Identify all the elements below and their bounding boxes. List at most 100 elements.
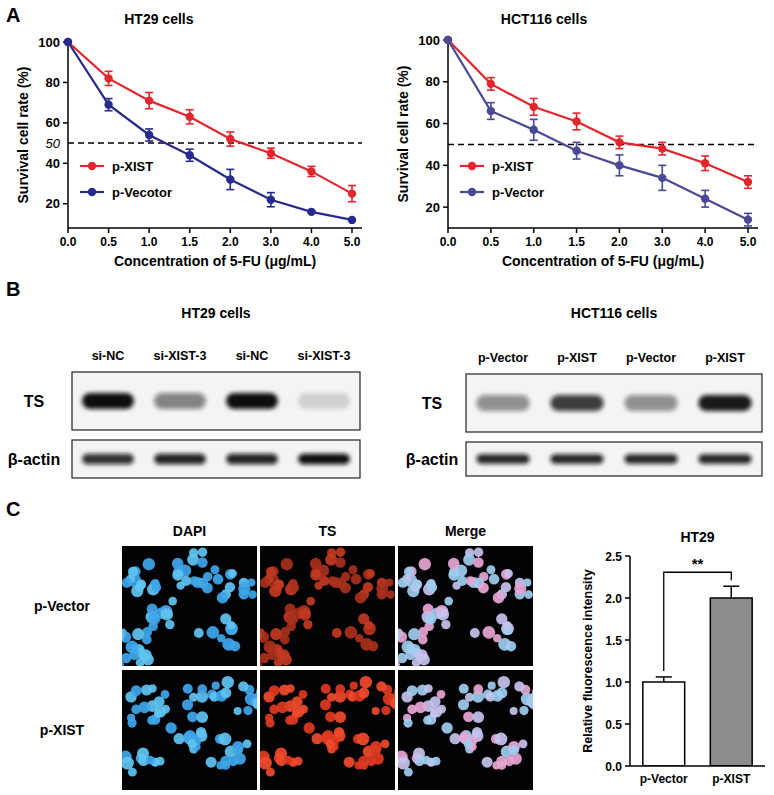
- y-tick-label: 100: [38, 35, 60, 50]
- cell: [321, 684, 331, 694]
- cell: [412, 579, 422, 589]
- cell: [198, 547, 207, 556]
- cell: [495, 733, 508, 746]
- plot-area: [444, 36, 752, 226]
- cell: [196, 727, 206, 737]
- cell: [509, 745, 519, 755]
- cell: [414, 651, 423, 660]
- band: [226, 393, 278, 409]
- error-cap: [530, 98, 538, 100]
- data-point: [104, 74, 112, 82]
- y-axis-label: Survival cell rate (%): [15, 67, 31, 204]
- y-tick: [625, 555, 630, 557]
- cell: [182, 699, 193, 710]
- data-point: [744, 215, 752, 223]
- cell: [407, 685, 418, 696]
- error-cap: [615, 154, 623, 156]
- error-cap: [744, 213, 752, 215]
- series-line: [448, 40, 748, 220]
- x-tick-label: 2.0: [222, 235, 239, 249]
- x-tick-label: 1.0: [141, 235, 158, 249]
- chart-title: HCT116 cells: [501, 11, 588, 27]
- cell: [398, 660, 400, 666]
- error-bar: [530, 98, 538, 115]
- cell: [281, 558, 293, 570]
- error-bar: [226, 169, 234, 189]
- chart-title: HT29: [680, 529, 714, 545]
- cell: [286, 684, 294, 692]
- data-point: [104, 100, 112, 108]
- significance-label: **: [692, 555, 704, 572]
- error-cap: [267, 157, 275, 159]
- error-cap: [487, 77, 495, 79]
- cell: [363, 582, 373, 592]
- y-tick: [443, 81, 448, 83]
- y-tick: [625, 765, 630, 767]
- cell: [234, 707, 242, 715]
- cell: [211, 565, 220, 574]
- column-label: TS: [319, 523, 337, 539]
- error-cap: [226, 169, 234, 171]
- lane-label: si-XIST-3: [154, 349, 207, 363]
- cell: [266, 567, 276, 577]
- error-bar: [573, 113, 581, 130]
- cell: [129, 649, 140, 660]
- x-tick: [662, 228, 664, 233]
- cell: [354, 761, 362, 769]
- x-tick: [67, 228, 69, 233]
- data-point: [658, 174, 666, 182]
- cell: [385, 578, 393, 586]
- x-tick-label: 3.0: [654, 235, 671, 249]
- cell: [437, 705, 446, 714]
- cell: [173, 733, 184, 744]
- error-cap: [105, 98, 113, 100]
- lane-label: p-Vector: [626, 351, 676, 365]
- cell: [265, 718, 274, 727]
- cell: [427, 579, 436, 588]
- reference-label: 50: [46, 136, 61, 151]
- error-cap: [487, 119, 495, 121]
- cell: [371, 745, 381, 755]
- cell: [172, 558, 184, 570]
- error-stem: [731, 586, 733, 598]
- error-cap: [348, 201, 356, 203]
- y-axis-label: Survival cell rate (%): [395, 66, 411, 203]
- error-bar: [105, 99, 113, 111]
- cell: [360, 676, 372, 688]
- cell: [188, 739, 197, 748]
- error-cap: [307, 176, 315, 178]
- cell: [274, 579, 284, 589]
- error-bar: [348, 186, 356, 202]
- cell: [303, 620, 312, 629]
- cell: [161, 705, 170, 714]
- y-tick: [443, 123, 448, 125]
- column-label: Merge: [445, 523, 486, 539]
- data-point: [530, 103, 538, 111]
- cell: [405, 649, 416, 660]
- data-point: [145, 96, 153, 104]
- cell: [498, 638, 511, 651]
- micrograph: [398, 546, 533, 666]
- fluorescence-panel: DAPITSMergep-Vectorp-XIST: [34, 523, 542, 790]
- cell: [183, 684, 193, 694]
- legend-marker: [88, 162, 96, 170]
- lane-label: p-XIST: [557, 351, 597, 365]
- error-cap: [186, 160, 194, 162]
- cell: [252, 698, 257, 710]
- y-axis: [67, 42, 69, 228]
- cell: [458, 699, 469, 710]
- y-tick: [443, 206, 448, 208]
- cell: [243, 706, 252, 715]
- cell: [299, 705, 308, 714]
- error-cap: [226, 131, 234, 133]
- error-cap: [186, 148, 194, 150]
- legend-label: p-Vector: [492, 185, 544, 200]
- y-tick: [625, 723, 630, 725]
- error-bar: [186, 110, 194, 124]
- legend-marker: [468, 188, 476, 196]
- data-point: [226, 135, 234, 143]
- cell: [340, 582, 351, 593]
- cell: [320, 699, 331, 710]
- cell: [303, 722, 314, 733]
- y-tick-label: 60: [46, 115, 60, 130]
